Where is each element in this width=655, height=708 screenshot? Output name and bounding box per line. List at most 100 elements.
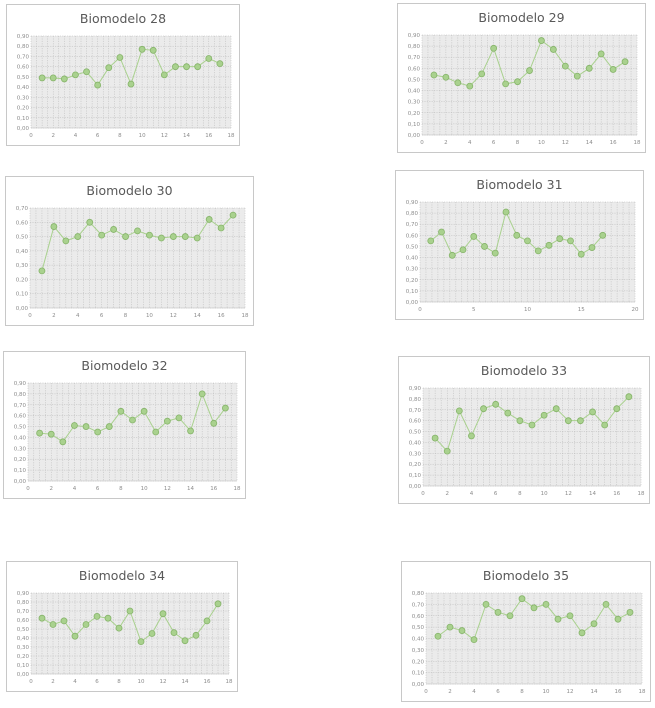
- data-point: [455, 407, 463, 415]
- x-tick-label: 20: [632, 307, 639, 313]
- chart-panel-b34: Biomodelo 34 0,00 0,10 0,20 0,30 0,40 0,50 0,60…: [6, 561, 238, 692]
- data-point: [126, 607, 134, 615]
- x-tick-label: 4: [73, 679, 77, 685]
- y-tick-label: 0,60: [16, 220, 29, 226]
- data-point: [466, 82, 474, 90]
- y-tick-label: 0,20: [14, 457, 27, 463]
- x-tick-label: 2: [52, 313, 56, 319]
- data-point: [478, 70, 486, 78]
- data-point: [573, 72, 581, 80]
- data-point: [38, 74, 46, 82]
- y-tick-label: 0,20: [17, 654, 30, 660]
- data-point: [549, 46, 557, 53]
- y-tick-label: 0,50: [409, 430, 422, 436]
- data-point: [127, 80, 135, 88]
- y-tick-label: 0,60: [17, 618, 30, 624]
- y-tick-label: 0,40: [408, 89, 421, 95]
- data-point: [578, 629, 586, 637]
- x-tick-label: 4: [73, 486, 77, 492]
- x-tick-label: 0: [28, 313, 32, 319]
- y-tick-label: 0,60: [17, 65, 30, 71]
- y-tick-label: 0,50: [16, 235, 29, 241]
- data-point: [110, 226, 118, 233]
- x-tick-label: 12: [562, 140, 569, 146]
- x-tick-label: 16: [205, 133, 212, 139]
- x-tick-label: 18: [638, 491, 645, 497]
- y-tick-label: 0,20: [409, 462, 422, 468]
- data-point: [524, 237, 531, 245]
- y-tick-label: 0,50: [408, 77, 421, 83]
- data-point: [86, 218, 94, 226]
- chart-title: Biomodelo 29: [478, 10, 564, 25]
- data-point: [552, 405, 560, 413]
- data-point: [481, 243, 488, 250]
- y-tick-label: 0,30: [16, 263, 29, 269]
- y-tick-label: 0,50: [14, 425, 27, 431]
- data-point: [50, 223, 58, 230]
- data-point: [446, 623, 454, 631]
- data-point: [210, 419, 218, 427]
- data-point: [626, 608, 634, 616]
- y-tick-label: 0,50: [17, 75, 30, 81]
- data-point: [518, 595, 526, 603]
- chart-title: Biomodelo 32: [81, 358, 167, 373]
- x-tick-label: 18: [242, 313, 249, 319]
- x-tick-label: 4: [470, 491, 474, 497]
- y-tick-label: 0,70: [406, 222, 419, 228]
- x-tick-label: 10: [139, 133, 146, 139]
- x-tick-label: 4: [468, 140, 472, 146]
- data-point: [105, 423, 113, 430]
- data-point: [36, 429, 44, 437]
- chart-panel-b29: Biomodelo 29 0,00 0,10 0,20 0,30 0,40 0,50 0,60…: [397, 3, 646, 153]
- data-point: [459, 246, 467, 254]
- data-point: [621, 58, 629, 66]
- data-point: [194, 63, 202, 71]
- data-point: [72, 71, 79, 79]
- data-point: [116, 54, 124, 61]
- data-point: [172, 63, 179, 71]
- chart-panel-b35: Biomodelo 35 0,00 0,10 0,20 0,30 0,40 0,50 0,60…: [401, 561, 651, 702]
- data-point: [602, 600, 610, 608]
- x-tick-label: 14: [194, 313, 201, 319]
- y-tick-label: 0,70: [412, 602, 425, 608]
- data-point: [589, 408, 596, 416]
- data-point: [490, 44, 498, 52]
- y-tick-label: 0,00: [409, 484, 422, 490]
- y-tick-label: 0,30: [409, 451, 422, 457]
- data-point: [82, 423, 90, 430]
- y-tick-label: 0,30: [14, 446, 27, 452]
- x-tick-label: 18: [228, 133, 235, 139]
- data-point: [430, 71, 438, 79]
- y-tick-label: 0,10: [14, 468, 27, 474]
- plot-area: [420, 202, 635, 302]
- y-tick-label: 0,30: [412, 648, 425, 654]
- x-tick-label: 6: [95, 679, 99, 685]
- x-tick-label: 15: [578, 307, 585, 313]
- y-tick-label: 0,60: [14, 414, 27, 420]
- data-point: [170, 629, 178, 636]
- x-tick-label: 0: [424, 689, 428, 695]
- x-tick-label: 16: [615, 689, 622, 695]
- data-point: [427, 237, 435, 245]
- y-tick-label: 0,10: [408, 122, 421, 128]
- data-point: [192, 631, 200, 639]
- data-point: [183, 63, 190, 71]
- y-tick-label: 0,90: [409, 386, 422, 392]
- x-tick-label: 12: [161, 133, 168, 139]
- data-point: [83, 68, 90, 76]
- y-tick-label: 0,00: [412, 682, 425, 688]
- plot-area: [30, 208, 245, 308]
- x-tick-label: 10: [538, 140, 545, 146]
- data-point: [159, 610, 167, 618]
- y-tick-label: 0,40: [14, 435, 27, 441]
- y-tick-label: 0,40: [17, 636, 30, 642]
- x-tick-label: 0: [421, 491, 425, 497]
- data-point: [105, 64, 113, 72]
- y-tick-label: 0,90: [17, 34, 30, 40]
- data-point: [534, 247, 542, 255]
- y-tick-label: 0,90: [406, 200, 419, 206]
- x-tick-label: 18: [234, 486, 241, 492]
- data-point: [538, 37, 545, 44]
- data-point: [454, 79, 462, 87]
- data-point: [137, 638, 145, 645]
